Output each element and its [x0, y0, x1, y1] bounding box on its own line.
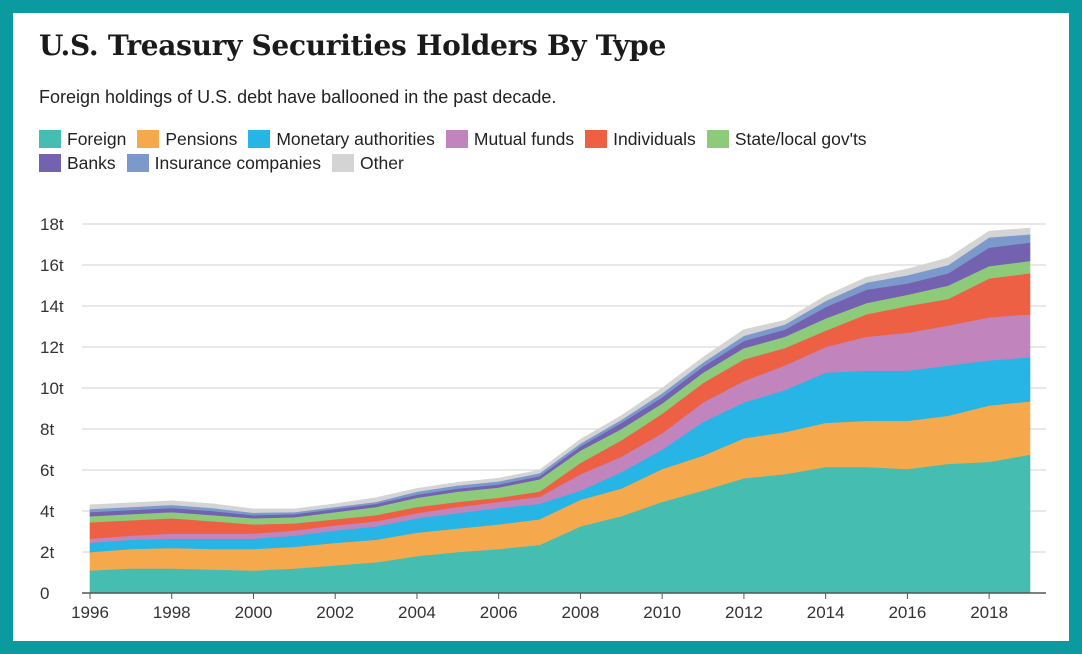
y-tick-label: 18t [40, 215, 64, 234]
chart-subtitle: Foreign holdings of U.S. debt have ballo… [39, 87, 557, 107]
legend-swatch [248, 130, 271, 148]
legend-swatch [39, 130, 61, 148]
legend-label: Mutual funds [473, 129, 575, 149]
legend-swatch [332, 154, 354, 172]
x-tick-label: 2014 [807, 603, 845, 622]
x-tick-label: 2018 [970, 603, 1008, 622]
chart-legend: Foreign Pensions Monetary authorities Mutua… [39, 129, 1049, 177]
legend-item-state-local-gov-ts: State/local gov'ts [706, 129, 867, 150]
x-tick-label: 2006 [480, 603, 518, 622]
y-tick-label: 14t [40, 297, 64, 316]
legend-label: Pensions [165, 129, 238, 149]
legend-swatch [39, 154, 61, 172]
legend-label: Banks [67, 153, 116, 173]
x-tick-label: 2002 [316, 603, 354, 622]
y-tick-label: 6t [40, 461, 54, 480]
legend-item-other: Other [332, 153, 404, 174]
legend-item-individuals: Individuals [585, 129, 696, 150]
y-tick-label: 4t [40, 502, 54, 521]
y-tick-label: 2t [40, 543, 54, 562]
x-tick-label: 2016 [888, 603, 926, 622]
x-tick-label: 2012 [725, 603, 763, 622]
x-tick-label: 1996 [71, 603, 109, 622]
legend-item-pensions: Pensions [137, 129, 237, 150]
y-tick-label: 8t [40, 420, 54, 439]
legend-item-banks: Banks [39, 153, 116, 174]
legend-label: Other [360, 153, 404, 173]
y-tick-label: 12t [40, 338, 64, 357]
legend-label: Foreign [67, 129, 127, 149]
legend-item-insurance-companies: Insurance companies [126, 153, 321, 174]
legend-label: Monetary authorities [276, 129, 435, 149]
legend-row: Foreign Pensions Monetary authorities Mutua… [39, 129, 1049, 153]
legend-swatch [445, 130, 468, 148]
x-tick-label: 2000 [235, 603, 273, 622]
y-tick-label: 0 [40, 584, 49, 603]
x-tick-label: 2004 [398, 603, 436, 622]
y-tick-label: 16t [40, 256, 64, 275]
legend-item-mutual-funds: Mutual funds [445, 129, 575, 150]
legend-label: Insurance companies [154, 153, 321, 173]
legend-row: Banks Insurance companies Other [39, 153, 1049, 177]
area-other [89, 227, 1031, 513]
legend-swatch [706, 130, 729, 148]
legend-item-monetary-authorities: Monetary authorities [248, 129, 435, 150]
legend-swatch [585, 130, 608, 148]
legend-label: State/local gov'ts [734, 129, 867, 149]
x-tick-label: 2010 [643, 603, 681, 622]
y-tick-label: 10t [40, 379, 64, 398]
chart-title: U.S. Treasury Securities Holders By Type [39, 29, 666, 62]
legend-label: Individuals [613, 129, 696, 149]
legend-item-foreign: Foreign [39, 129, 126, 150]
legend-swatch [137, 130, 160, 148]
x-tick-label: 2008 [562, 603, 600, 622]
legend-swatch [126, 154, 149, 172]
x-tick-label: 1998 [153, 603, 191, 622]
